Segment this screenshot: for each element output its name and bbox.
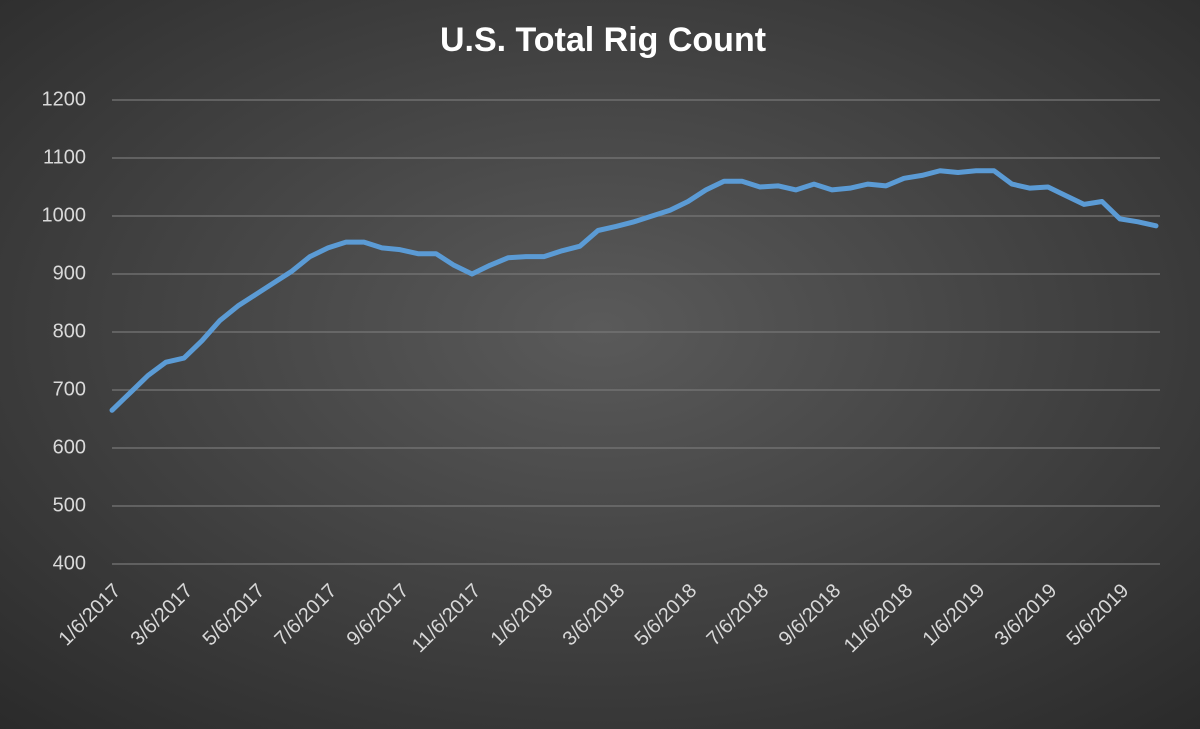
- y-tick-label: 800: [53, 320, 86, 342]
- y-tick-label: 1000: [42, 204, 87, 226]
- y-tick-label: 500: [53, 494, 86, 516]
- y-tick-label: 900: [53, 262, 86, 284]
- y-tick-label: 1200: [42, 88, 87, 110]
- data-line: [109, 168, 1159, 413]
- y-tick-label: 400: [53, 552, 86, 574]
- y-tick-label: 700: [53, 378, 86, 400]
- y-tick-label: 1100: [43, 146, 86, 168]
- y-tick-label: 600: [53, 436, 86, 458]
- chart-title: U.S. Total Rig Count: [440, 21, 766, 59]
